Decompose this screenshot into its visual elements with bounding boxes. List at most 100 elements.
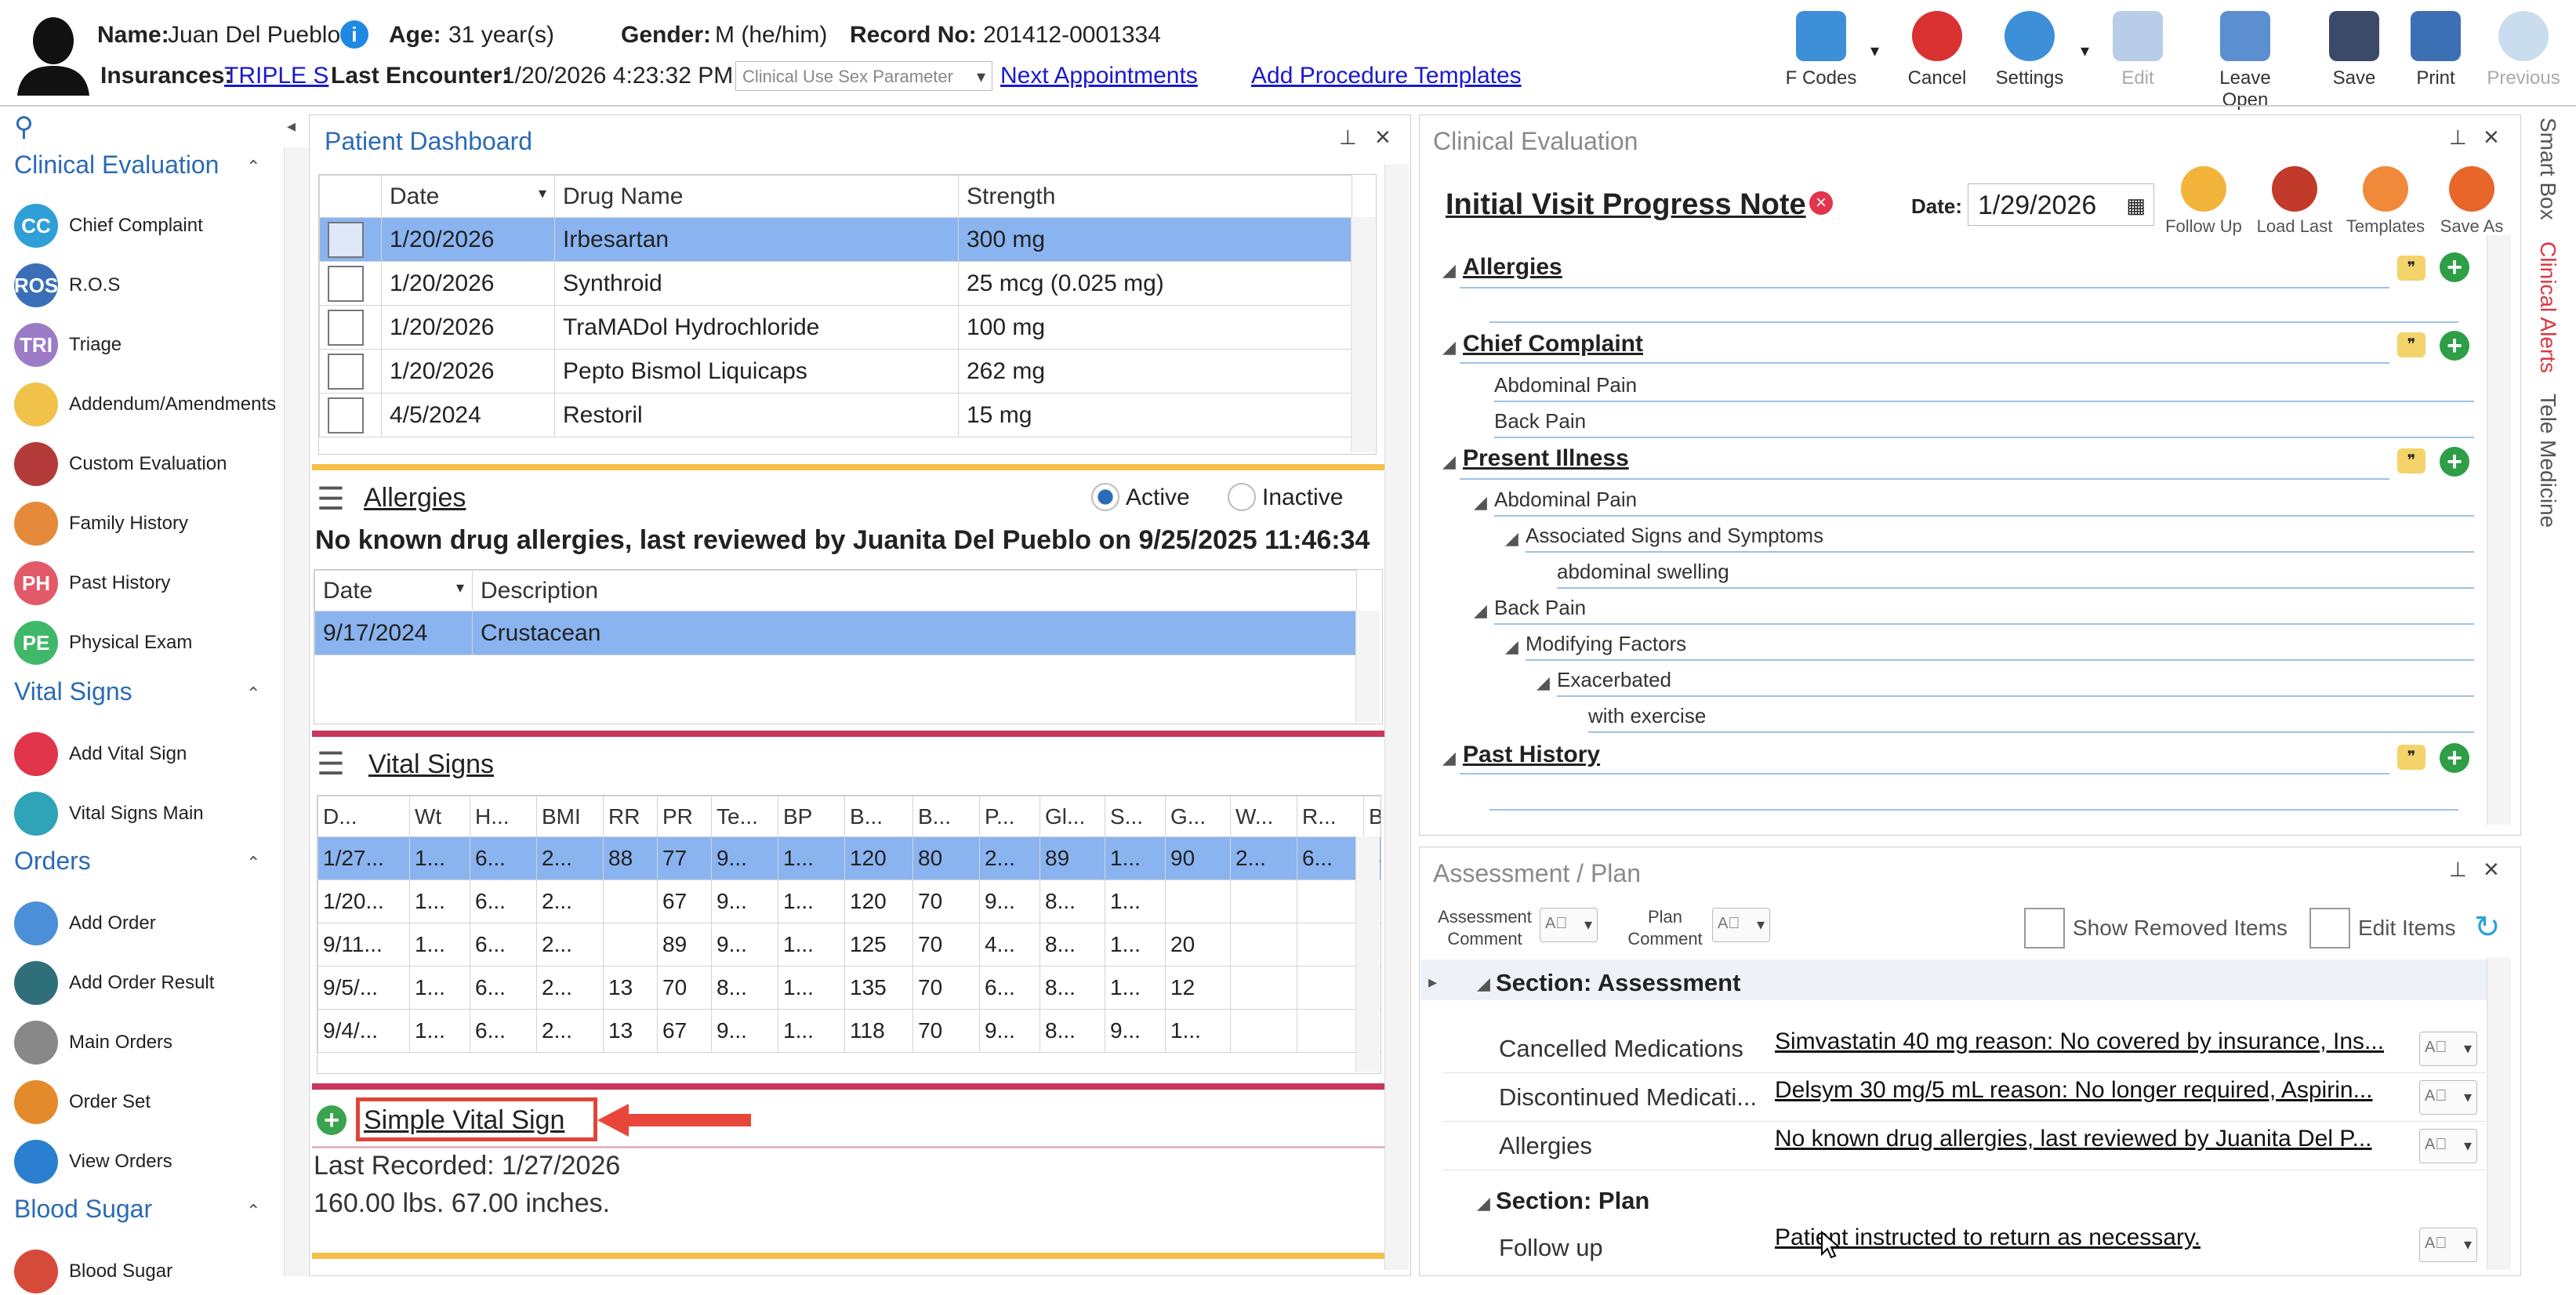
allergies-section-title[interactable]: Allergies <box>364 483 466 513</box>
chevron-up-icon[interactable]: ⌃ <box>246 684 261 703</box>
row-checkbox[interactable] <box>319 305 382 350</box>
settings-button[interactable]: Settings <box>1986 11 2073 89</box>
quote-icon[interactable]: ❞ <box>2397 332 2425 357</box>
leave-open-button[interactable]: Leave Open <box>2198 11 2292 111</box>
assessment-comment-dropdown[interactable]: A⃞ ▾ <box>1540 908 1598 942</box>
ce-item[interactable]: Abdominal Pain <box>1494 373 2474 402</box>
vitals-header-cell[interactable]: BMI <box>536 796 604 837</box>
vitals-header-cell[interactable]: G... <box>1165 796 1231 837</box>
add-present-illness-icon[interactable]: + <box>2440 447 2469 477</box>
sidebar-item-add-order-result[interactable]: Add Order Result <box>14 959 214 1007</box>
print-button[interactable]: Print <box>2393 11 2479 89</box>
sidebar-item-vital-signs-main[interactable]: Vital Signs Main <box>14 790 204 837</box>
sidebar-item-triage[interactable]: TRI Triage <box>14 321 122 368</box>
inactive-radio[interactable] <box>1228 483 1256 511</box>
refresh-icon[interactable]: ↻ <box>2474 910 2501 945</box>
ce-item[interactable]: Modifying Factors <box>1526 632 2474 661</box>
allergy-header-date[interactable]: Date ▾ <box>314 570 473 611</box>
sidebar-item-blood-sugar[interactable]: Blood Sugar <box>14 1248 172 1295</box>
vitals-header-cell[interactable]: Gl... <box>1039 796 1105 837</box>
assessment-scrollbar[interactable] <box>2487 958 2511 1270</box>
add-simple-vital-icon[interactable]: + <box>317 1105 346 1135</box>
allergy-header-description[interactable]: Description <box>472 570 1357 611</box>
expand-icon[interactable]: ◢ <box>1442 260 1456 280</box>
tab-smart-box[interactable]: Smart Box <box>2536 118 2560 220</box>
sidebar-scrollbar[interactable] <box>284 147 308 1276</box>
quote-icon[interactable]: ❞ <box>2397 448 2425 473</box>
med-header-date[interactable]: Date ▾ <box>381 175 555 218</box>
sidebar-group-blood-sugar[interactable]: Blood Sugar <box>14 1195 153 1223</box>
expand-icon[interactable]: ◢ <box>1442 748 1456 767</box>
allergies-scrollbar[interactable] <box>1355 611 1380 722</box>
table-row[interactable]: 9/17/2024 Crustacean <box>314 611 1357 655</box>
sidebar-group-orders[interactable]: Orders <box>14 847 91 875</box>
expand-icon[interactable]: ◢ <box>1474 600 1487 620</box>
ce-section-past-history[interactable]: Past History <box>1463 742 1601 767</box>
expand-icon[interactable]: ◢ <box>1537 673 1550 692</box>
chevron-up-icon[interactable]: ⌃ <box>246 1201 261 1221</box>
close-icon[interactable]: × <box>2483 122 2499 152</box>
collapse-section-icon[interactable]: ◢ <box>1477 974 1490 993</box>
assessment-row-value[interactable]: Delsym 30 mg/5 mL reason: No longer requ… <box>1775 1077 2373 1103</box>
tab-clinical-alerts[interactable]: Clinical Alerts <box>2536 241 2560 374</box>
sidebar-item-add-order[interactable]: Add Order <box>14 900 156 947</box>
edit-items-checkbox[interactable] <box>2309 908 2350 949</box>
ce-item[interactable]: abdominal swelling <box>1557 560 2474 589</box>
vitals-header-cell[interactable]: RR <box>603 796 658 837</box>
vitals-header-cell[interactable]: S... <box>1105 796 1166 837</box>
ce-item[interactable]: Abdominal Pain <box>1494 488 2474 517</box>
templates-button[interactable]: Templates <box>2342 166 2429 237</box>
sidebar-item-main-orders[interactable]: Main Orders <box>14 1019 172 1066</box>
ce-section-present-illness[interactable]: Present Illness <box>1463 445 1629 471</box>
vitals-scrollbar[interactable] <box>1355 836 1380 1072</box>
sidebar-item-add-vital-sign[interactable]: Add Vital Sign <box>14 731 187 778</box>
sidebar-group-clinical-evaluation[interactable]: Clinical Evaluation <box>14 151 220 179</box>
vitals-header-cell[interactable]: Te... <box>711 796 778 837</box>
table-row[interactable]: 1/27... 1... 6... 2... 88 77 9... 1... 120 80 2...… <box>317 836 1381 880</box>
vitals-header-cell[interactable]: Wt <box>409 796 470 837</box>
sidebar-item-addendum-amendments[interactable]: Addendum/Amendments <box>14 381 276 428</box>
info-icon[interactable]: i <box>340 20 368 49</box>
pin-icon[interactable]: ⊥ <box>1339 125 1357 149</box>
table-row[interactable]: 9/4/... 1... 6... 2... 13 67 9... 1... 118 70 9...… <box>317 1009 1381 1053</box>
insurance-link[interactable]: TRIPLE S <box>224 63 329 89</box>
row-checkbox[interactable] <box>319 217 382 262</box>
clinical-eval-scrollbar[interactable] <box>2487 235 2511 825</box>
ce-item[interactable]: Back Pain <box>1494 409 2474 438</box>
row-comment-dropdown[interactable]: A⃞ ▾ <box>2419 1129 2477 1163</box>
settings-dropdown-icon[interactable]: ▾ <box>2081 41 2090 60</box>
add-past-history-icon[interactable]: + <box>2440 743 2469 773</box>
menu-icon[interactable]: ☰ <box>317 747 345 782</box>
row-checkbox[interactable] <box>319 349 382 394</box>
note-title[interactable]: Initial Visit Progress Note <box>1446 188 1806 221</box>
previous-button[interactable]: Previous <box>2480 11 2567 89</box>
vitals-header-cell[interactable]: B... <box>912 796 980 837</box>
add-allergy-icon[interactable]: + <box>2440 252 2469 282</box>
table-row[interactable]: 1/20/2026 Pepto Bismol Liquicaps 262 mg <box>319 349 1352 394</box>
vitals-header-cell[interactable]: B... <box>1363 796 1381 837</box>
load-last-button[interactable]: Load Last <box>2251 166 2338 237</box>
expand-row-icon[interactable]: ▸ <box>1428 972 1438 992</box>
section-plan[interactable]: Section: Plan <box>1496 1187 1650 1214</box>
followup-comment-dropdown[interactable]: A⃞ ▾ <box>2419 1228 2477 1262</box>
followup-value[interactable]: Patient instructed to return as necessar… <box>1775 1224 2201 1250</box>
note-date-field[interactable]: 1/29/2026 ▦ <box>1968 183 2154 226</box>
expand-icon[interactable]: ◢ <box>1505 637 1518 656</box>
sidebar-item-physical-exam[interactable]: PE Physical Exam <box>14 619 192 666</box>
med-header-drug[interactable]: Drug Name <box>554 175 959 218</box>
row-checkbox[interactable] <box>319 393 382 437</box>
cancel-button[interactable]: Cancel <box>1894 11 1980 89</box>
ce-item[interactable]: Back Pain <box>1494 596 2474 625</box>
expand-icon[interactable]: ◢ <box>1505 528 1518 548</box>
search-icon[interactable]: ⚲ <box>14 112 34 142</box>
edit-button[interactable]: Edit <box>2095 11 2181 89</box>
expand-icon[interactable]: ◢ <box>1442 452 1456 471</box>
expand-icon[interactable]: ◢ <box>1474 492 1487 512</box>
ce-item[interactable]: with exercise <box>1588 704 2474 733</box>
simple-vital-sign-title[interactable]: Simple Vital Sign <box>364 1105 565 1135</box>
assessment-row-value[interactable]: No known drug allergies, last reviewed b… <box>1775 1126 2372 1152</box>
close-icon[interactable]: × <box>2483 854 2499 884</box>
quote-icon[interactable]: ❞ <box>2397 745 2425 770</box>
sidebar-item-past-history[interactable]: PH Past History <box>14 560 170 607</box>
remove-note-icon[interactable]: × <box>1809 191 1833 215</box>
